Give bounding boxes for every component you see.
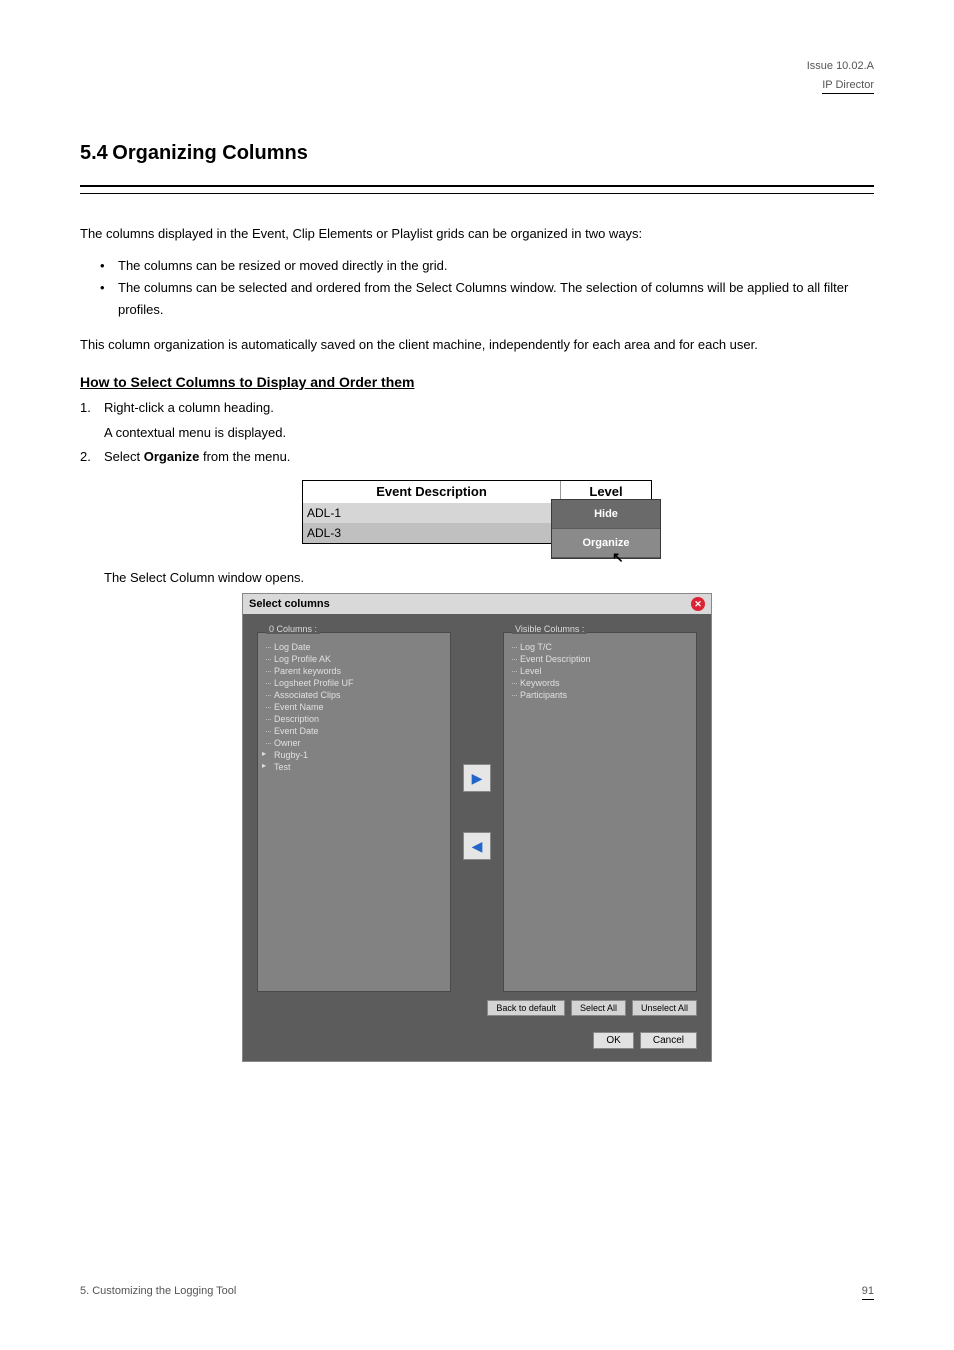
list-item[interactable]: Event Description [510, 653, 690, 665]
ok-button[interactable]: OK [593, 1032, 633, 1049]
dialog-title: Select columns [249, 598, 330, 610]
move-left-button[interactable]: ◀ [463, 832, 491, 860]
bullet-item: The columns can be selected and ordered … [100, 277, 874, 321]
list-item[interactable]: Log Profile AK [264, 653, 444, 665]
cursor-icon: ↖ [612, 546, 624, 568]
step-text: from the menu. [199, 449, 290, 464]
column-header-level[interactable]: Level Hide Organize ↖ [561, 481, 651, 503]
move-right-button[interactable]: ▶ [463, 764, 491, 792]
step-text: Right-click a column heading. [104, 400, 274, 415]
list-item[interactable]: Owner [264, 737, 444, 749]
back-to-default-button[interactable]: Back to default [487, 1000, 565, 1016]
step-2c: The Select Column window opens. [80, 568, 874, 589]
step-1: 1. Right-click a column heading. [80, 398, 874, 419]
list-item[interactable]: Event Date [264, 725, 444, 737]
footer-page-number: 91 [862, 1285, 874, 1300]
context-menu-hide[interactable]: Hide [552, 500, 660, 529]
rule-heavy [80, 185, 874, 187]
close-icon[interactable]: ✕ [691, 597, 705, 611]
list-item[interactable]: Event Name [264, 701, 444, 713]
product-text: IP Director [822, 79, 874, 94]
select-columns-dialog: Select columns ✕ 0 Columns : Log Date Lo… [242, 593, 712, 1062]
step-text: A contextual menu is displayed. [104, 425, 286, 440]
panel-label-right: Visible Columns : [512, 624, 587, 634]
select-all-button[interactable]: Select All [571, 1000, 626, 1016]
list-item[interactable]: Participants [510, 689, 690, 701]
dialog-titlebar: Select columns ✕ [243, 594, 711, 614]
list-item[interactable]: Level [510, 665, 690, 677]
screenshot-context-menu: Event Description Level Hide Organize ↖ … [302, 480, 652, 544]
list-item-expandable[interactable]: Test [264, 761, 444, 773]
section-title: Organizing Columns [112, 142, 308, 164]
rule-light [80, 193, 874, 194]
panel-label-left: 0 Columns : [266, 624, 320, 634]
cell: ADL-1 [303, 503, 561, 523]
step-bold: Organize [144, 449, 200, 464]
paragraph: This column organization is automaticall… [80, 335, 874, 356]
list-item[interactable]: Keywords [510, 677, 690, 689]
footer-left: 5. Customizing the Logging Tool [80, 1285, 236, 1300]
visible-columns-panel: Visible Columns : Log T/C Event Descript… [503, 632, 697, 992]
list-item[interactable]: Associated Clips [264, 689, 444, 701]
column-header-level-label: Level [589, 484, 622, 499]
sub-heading: How to Select Columns to Display and Ord… [80, 374, 874, 390]
list-item[interactable]: Parent keywords [264, 665, 444, 677]
list-item[interactable]: Description [264, 713, 444, 725]
list-item[interactable]: Logsheet Profile UF [264, 677, 444, 689]
context-menu-organize[interactable]: Organize ↖ [552, 529, 660, 558]
section-heading-block: 5.4 Organizing Columns [80, 142, 874, 165]
cancel-button[interactable]: Cancel [640, 1032, 697, 1049]
unselect-all-button[interactable]: Unselect All [632, 1000, 697, 1016]
list-item[interactable]: Log Date [264, 641, 444, 653]
page-footer: 5. Customizing the Logging Tool 91 [80, 1285, 874, 1300]
bullet-item: The columns can be resized or moved dire… [100, 255, 874, 277]
list-item-expandable[interactable]: Rugby-1 [264, 749, 444, 761]
step-number: 1. [80, 398, 91, 419]
list-item[interactable]: Log T/C [510, 641, 690, 653]
step-text: The Select Column window opens. [104, 570, 304, 585]
column-header-event-description[interactable]: Event Description [303, 481, 561, 503]
context-menu: Hide Organize ↖ [551, 499, 661, 559]
cell: ADL-3 [303, 523, 561, 543]
step-number: 2. [80, 447, 91, 468]
available-columns-panel: 0 Columns : Log Date Log Profile AK Pare… [257, 632, 451, 992]
issue-text: Issue 10.02.A [80, 60, 874, 72]
section-number: 5.4 [80, 142, 108, 164]
paragraph: The columns displayed in the Event, Clip… [80, 224, 874, 245]
bullet-list: The columns can be resized or moved dire… [100, 255, 874, 321]
step-1b: A contextual menu is displayed. [80, 423, 874, 444]
step-text: Select [104, 449, 144, 464]
step-2: 2. Select Organize from the menu. [80, 447, 874, 468]
